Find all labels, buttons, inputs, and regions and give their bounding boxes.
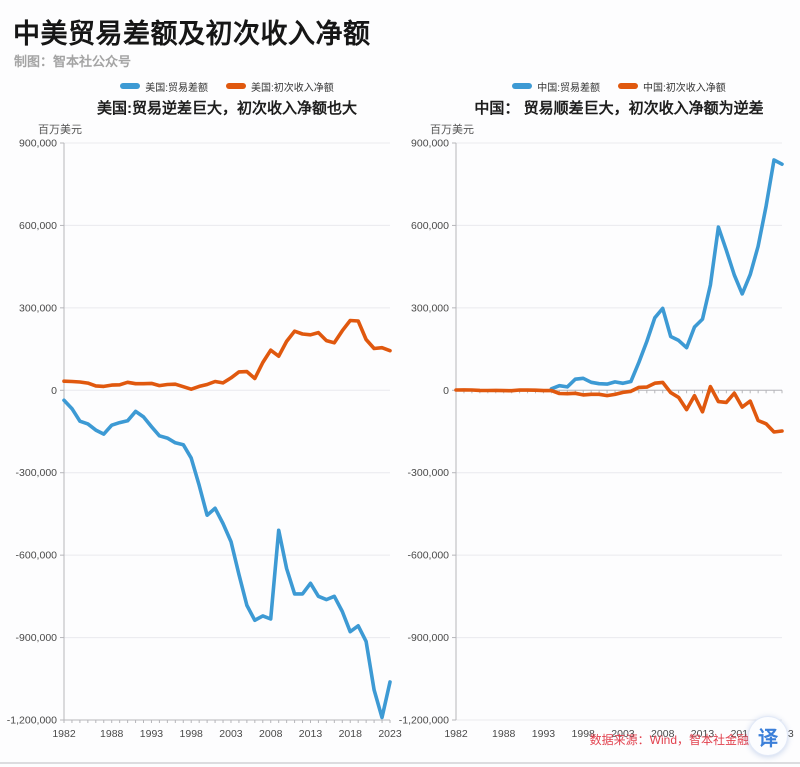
us-trade-swatch-icon (120, 83, 141, 89)
svg-text:1993: 1993 (532, 728, 556, 740)
svg-text:1982: 1982 (444, 728, 468, 740)
svg-text:300,000: 300,000 (411, 302, 449, 314)
us-chart-legend: 美国:贸易差额 美国:初次收入净额 (64, 79, 390, 94)
translate-icon: 译 (758, 727, 778, 750)
svg-text:2008: 2008 (651, 728, 675, 740)
svg-text:1993: 1993 (140, 728, 164, 740)
data-source-text: 数据来源：Wind，智本社金融研究院 (589, 733, 785, 747)
svg-text:600,000: 600,000 (411, 220, 449, 232)
svg-text:-300,000: -300,000 (16, 467, 58, 479)
chart-plot-0: 900,000 600,000 300,000 0 -300,000 -600,000 -9… (7, 138, 402, 741)
svg-text:2013: 2013 (691, 728, 715, 740)
us-chart-title: 美国:贸易逆差巨大，初次收入净额也大 (97, 100, 357, 117)
svg-text:2018: 2018 (339, 728, 363, 740)
cn-income-swatch-icon (618, 83, 638, 89)
legend-item-cn-trade: 中国:贸易差额 (512, 79, 600, 94)
legend-item-cn-income: 中国:初次收入净额 (618, 79, 726, 94)
svg-text:1988: 1988 (100, 728, 124, 740)
bottom-border-divider (0, 762, 800, 764)
svg-text:2003: 2003 (219, 728, 243, 740)
svg-text:1998: 1998 (180, 728, 204, 740)
svg-text:1998: 1998 (572, 728, 596, 740)
legend-item-us-trade: 美国:贸易差额 (120, 79, 208, 94)
legend-label: 中国:初次收入净额 (643, 82, 726, 94)
svg-text:900,000: 900,000 (19, 138, 57, 150)
svg-text:-600,000: -600,000 (16, 550, 58, 562)
chart-plot-1: 900,000 600,000 300,000 0 -300,000 -600,000 -9… (399, 138, 794, 741)
page-subtitle: 制图：智本社公众号 (14, 54, 132, 69)
svg-text:1988: 1988 (492, 728, 516, 740)
cn-chart-title: 中国： 贸易顺差巨大，初次收入净额为逆差 (474, 100, 764, 117)
translate-badge-button[interactable]: 译 (748, 716, 788, 756)
svg-text:-300,000: -300,000 (408, 467, 450, 479)
svg-text:2008: 2008 (259, 728, 283, 740)
svg-text:2003: 2003 (611, 728, 635, 740)
page-title: 中美贸易差额及初次收入净额 (13, 19, 371, 49)
svg-text:-600,000: -600,000 (408, 550, 450, 562)
svg-text:-1,200,000: -1,200,000 (399, 715, 449, 727)
svg-text:600,000: 600,000 (19, 220, 57, 232)
legend-item-us-income: 美国:初次收入净额 (226, 79, 334, 94)
legend-label: 中国:贸易差额 (537, 82, 600, 94)
legend-label: 美国:初次收入净额 (251, 82, 334, 94)
legend-label: 美国:贸易差额 (145, 82, 208, 94)
svg-text:2023: 2023 (378, 728, 402, 740)
svg-text:-900,000: -900,000 (16, 632, 58, 644)
svg-text:2013: 2013 (299, 728, 323, 740)
svg-text:-900,000: -900,000 (408, 632, 450, 644)
cn-chart-legend: 中国:贸易差额 中国:初次收入净额 (456, 79, 782, 94)
svg-text:1982: 1982 (52, 728, 76, 740)
svg-text:0: 0 (443, 385, 449, 397)
svg-text:-1,200,000: -1,200,000 (7, 715, 57, 727)
cn-chart-unit-label: 百万美元 (430, 124, 474, 136)
svg-text:0: 0 (51, 385, 57, 397)
us-income-swatch-icon (226, 83, 246, 89)
svg-text:300,000: 300,000 (19, 302, 57, 314)
svg-text:900,000: 900,000 (411, 138, 449, 150)
cn-trade-swatch-icon (512, 83, 533, 89)
us-chart-unit-label: 百万美元 (38, 124, 82, 136)
